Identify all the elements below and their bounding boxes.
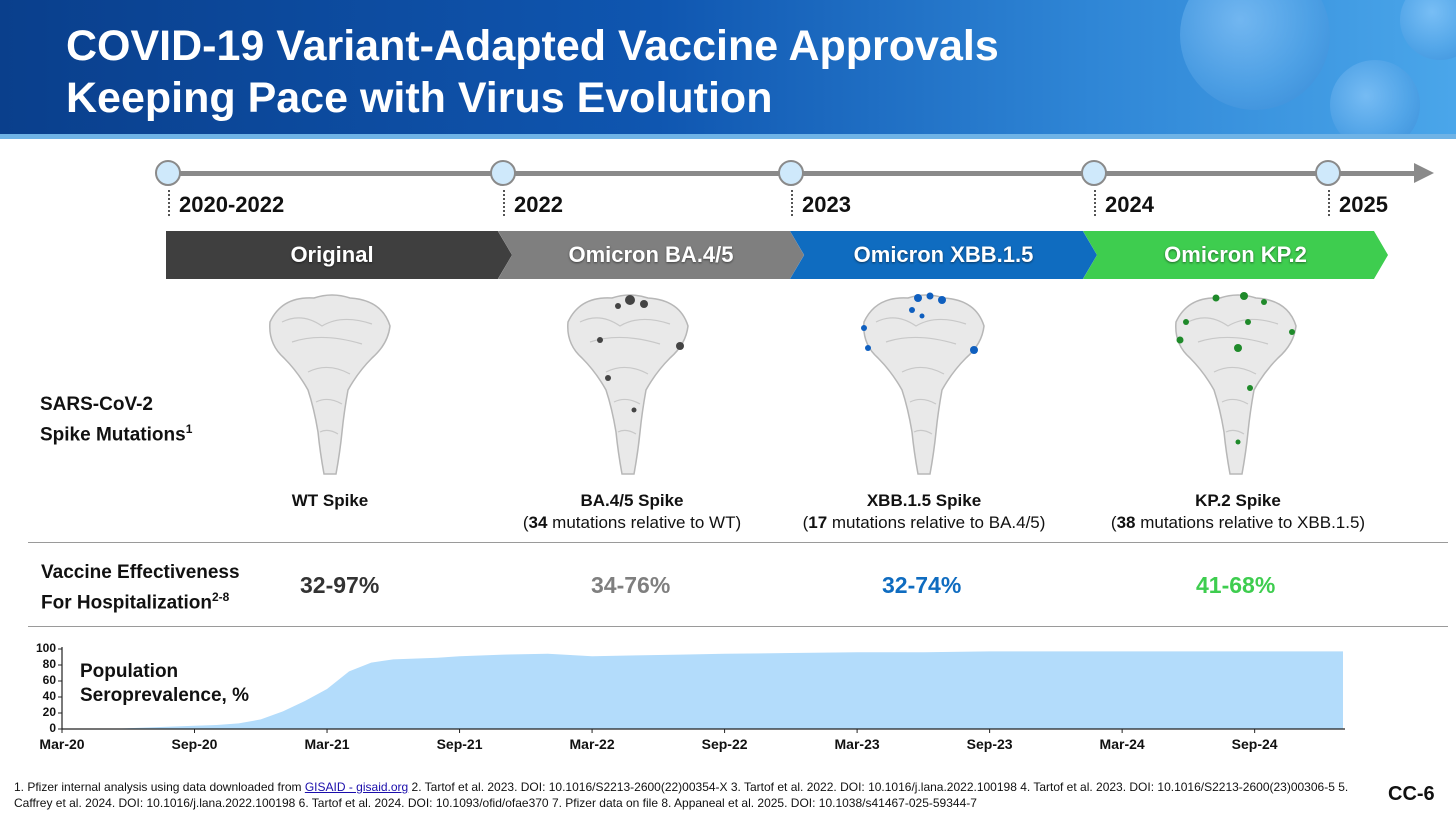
ve-value-ba45: 34-76% bbox=[591, 572, 671, 598]
footnote-references: 2. Tartof et al. 2023. DOI: 10.1016/S221… bbox=[14, 780, 1349, 810]
divider bbox=[28, 542, 1448, 543]
variant-label: Omicron BA.4/5 bbox=[568, 242, 734, 267]
spike-caption-detail: mutations relative to WT) bbox=[547, 513, 742, 532]
virus-decoration-icon bbox=[1400, 0, 1456, 60]
x-tick-label: Mar-23 bbox=[834, 736, 880, 752]
slide-title-line2: Keeping Pace with Virus Evolution bbox=[66, 74, 773, 122]
timeline-tick bbox=[791, 190, 793, 216]
variant-ba45: Omicron BA.4/5 bbox=[498, 231, 804, 279]
spike-caption-wt: WT Spike bbox=[230, 490, 430, 512]
header-rule bbox=[0, 134, 1456, 139]
x-tick-label: Mar-21 bbox=[304, 736, 350, 752]
spike-row-label-line2: Spike Mutations bbox=[40, 424, 186, 446]
timeline-tick bbox=[1094, 190, 1096, 216]
y-tick-label: 100 bbox=[35, 641, 56, 655]
spike-caption-kp2: KP.2 Spike (38 mutations relative to XBB.… bbox=[1110, 491, 1366, 532]
spike-mutation-count: 38 bbox=[1116, 513, 1136, 532]
timeline-dot bbox=[155, 160, 181, 186]
ve-value-original: 32-97% bbox=[300, 572, 380, 598]
x-tick-label: Sep-21 bbox=[436, 736, 483, 752]
gisaid-link[interactable]: GISAID - gisaid.org bbox=[304, 780, 409, 794]
divider bbox=[28, 626, 1448, 627]
slide-id: CC-6 bbox=[1388, 783, 1435, 805]
timeline-year: 2025 bbox=[1339, 192, 1388, 217]
spike-protein-icon bbox=[269, 294, 391, 475]
timeline-dot bbox=[778, 160, 804, 186]
variant-label: Omicron XBB.1.5 bbox=[853, 242, 1034, 267]
spike-caption-name: XBB.1.5 Spike bbox=[866, 491, 982, 510]
timeline-dot bbox=[1315, 160, 1341, 186]
wt-spike-structure bbox=[269, 294, 391, 475]
chart-title: Population Seroprevalence, % bbox=[80, 660, 249, 708]
spike-caption-name: BA.4/5 Spike bbox=[580, 491, 684, 510]
x-tick-label: Mar-24 bbox=[1099, 736, 1145, 752]
spike-caption-xbb15: XBB.1.5 Spike (17 mutations relative to B… bbox=[802, 491, 1046, 532]
virus-decoration-icon bbox=[1330, 60, 1420, 134]
x-tick-label: Mar-20 bbox=[39, 736, 85, 752]
y-tick-label: 80 bbox=[42, 657, 56, 671]
spike-caption-name: WT Spike bbox=[291, 491, 369, 510]
x-tick-label: Sep-24 bbox=[1231, 736, 1278, 752]
timeline-tick bbox=[168, 190, 170, 216]
y-tick-label: 40 bbox=[42, 689, 56, 703]
footnote-ref: 1 bbox=[185, 422, 193, 436]
ve-row-label: Vaccine Effectiveness For Hospitalizatio… bbox=[41, 561, 240, 615]
x-tick-label: Mar-22 bbox=[569, 736, 615, 752]
seroprevalence-area bbox=[62, 651, 1343, 729]
y-tick-label: 0 bbox=[49, 721, 56, 735]
footnote-ref: 2-8 bbox=[212, 590, 230, 604]
timeline-year: 2020-2022 bbox=[179, 192, 285, 217]
variant-xbb15: Omicron XBB.1.5 bbox=[790, 231, 1097, 279]
ve-row-label-line1: Vaccine Effectiveness bbox=[41, 562, 240, 583]
chart-title-line2: Seroprevalence, % bbox=[80, 685, 249, 706]
ve-value-kp2: 41-68% bbox=[1196, 572, 1276, 598]
variant-label: Original bbox=[290, 242, 374, 267]
spike-mutation-count: 17 bbox=[808, 513, 828, 532]
timeline-year: 2022 bbox=[514, 192, 563, 217]
timeline-tick bbox=[1328, 190, 1330, 216]
spike-protein-icon bbox=[1175, 292, 1297, 475]
virus-decoration-icon bbox=[1180, 0, 1330, 110]
ve-value-xbb15: 32-74% bbox=[882, 572, 962, 598]
timeline-year: 2024 bbox=[1105, 192, 1154, 217]
x-tick-label: Sep-20 bbox=[171, 736, 218, 752]
timeline-year: 2023 bbox=[802, 192, 851, 217]
spike-protein-icon bbox=[861, 292, 985, 475]
title-banner: COVID-19 Variant-Adapted Vaccine Approva… bbox=[0, 0, 1456, 134]
spike-mutation-count: 34 bbox=[528, 513, 548, 532]
kp2-spike-structure bbox=[1175, 292, 1297, 475]
chart-title-line1: Population bbox=[80, 661, 179, 682]
spike-caption-name: KP.2 Spike bbox=[1195, 491, 1281, 510]
ba45-spike-structure bbox=[567, 294, 689, 475]
variant-kp2: Omicron KP.2 bbox=[1083, 231, 1388, 279]
spike-caption-detail: mutations relative to XBB.1.5) bbox=[1135, 513, 1366, 532]
references-footnote: 1. Pfizer internal analysis using data d… bbox=[14, 779, 1354, 811]
x-tick-label: Sep-23 bbox=[966, 736, 1013, 752]
seroprevalence-chart: Population Seroprevalence, % 0 20 40 60 80 10… bbox=[0, 640, 1456, 770]
spike-row-label-line1: SARS-CoV-2 bbox=[40, 394, 153, 415]
seroprevalence-area-chart bbox=[58, 647, 1345, 733]
spike-caption-ba45: BA.4/5 Spike (34 mutations relative to WT… bbox=[522, 491, 742, 532]
x-tick-label: Sep-22 bbox=[701, 736, 748, 752]
spike-row-label: SARS-CoV-2 Spike Mutations1 bbox=[40, 393, 192, 447]
y-tick-label: 60 bbox=[42, 673, 56, 687]
spike-caption-detail: mutations relative to BA.4/5) bbox=[827, 513, 1046, 532]
variant-original: Original bbox=[166, 231, 512, 279]
timeline-arrow-icon bbox=[1414, 163, 1434, 183]
timeline-tick bbox=[503, 190, 505, 216]
timeline-dot bbox=[1081, 160, 1107, 186]
slide-title-line1: COVID-19 Variant-Adapted Vaccine Approva… bbox=[66, 22, 999, 70]
variant-label: Omicron KP.2 bbox=[1164, 242, 1307, 267]
timeline-dot bbox=[490, 160, 516, 186]
spike-protein-icon bbox=[567, 294, 689, 475]
xbb15-spike-structure bbox=[861, 292, 985, 475]
ve-row-label-line2: For Hospitalization bbox=[41, 592, 212, 614]
y-tick-label: 20 bbox=[42, 705, 56, 719]
footnote-prefix: 1. Pfizer internal analysis using data d… bbox=[14, 780, 305, 794]
